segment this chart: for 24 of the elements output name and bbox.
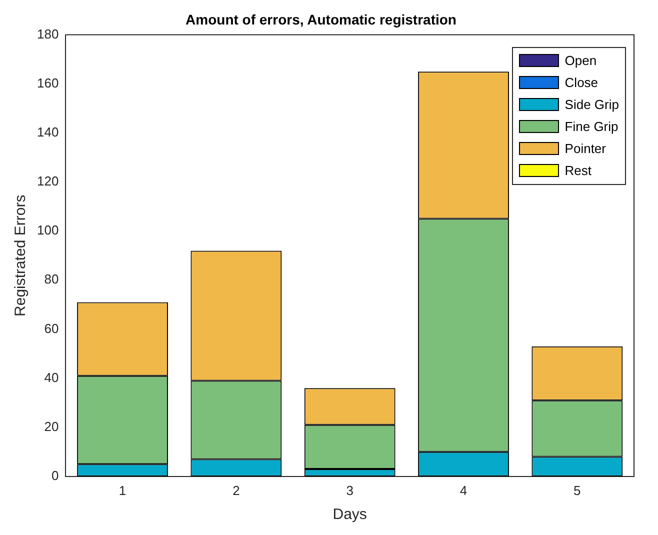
legend-label: Open — [564, 53, 597, 68]
legend-label: Fine Grip — [564, 119, 618, 134]
legend-label: Close — [564, 75, 598, 90]
y-tick-label: 40 — [44, 370, 59, 385]
y-tick-label: 180 — [36, 26, 59, 42]
x-tick-label: 5 — [574, 482, 581, 498]
chart-title: Amount of errors, Automatic registration — [186, 11, 456, 28]
x-tick-label: 3 — [346, 482, 354, 498]
y-tick-label: 80 — [44, 272, 59, 287]
x-tick-label: 4 — [460, 482, 468, 498]
x-tick-label: 1 — [118, 482, 126, 498]
legend-label: Rest — [564, 163, 592, 178]
y-tick-label: 0 — [51, 468, 59, 483]
y-axis-title: Registrated Errors — [12, 194, 30, 316]
y-tick-label: 120 — [36, 174, 59, 189]
legend-label: Side Grip — [564, 97, 619, 112]
x-axis-title: Days — [332, 506, 367, 524]
y-tick-label: 140 — [36, 124, 59, 140]
y-tick-label: 160 — [36, 75, 59, 90]
x-tick-label: 2 — [232, 482, 240, 498]
y-tick-label: 60 — [44, 320, 59, 336]
legend-label: Pointer — [564, 141, 606, 156]
y-tick-label: 100 — [36, 222, 59, 238]
y-tick-label: 20 — [44, 418, 59, 434]
